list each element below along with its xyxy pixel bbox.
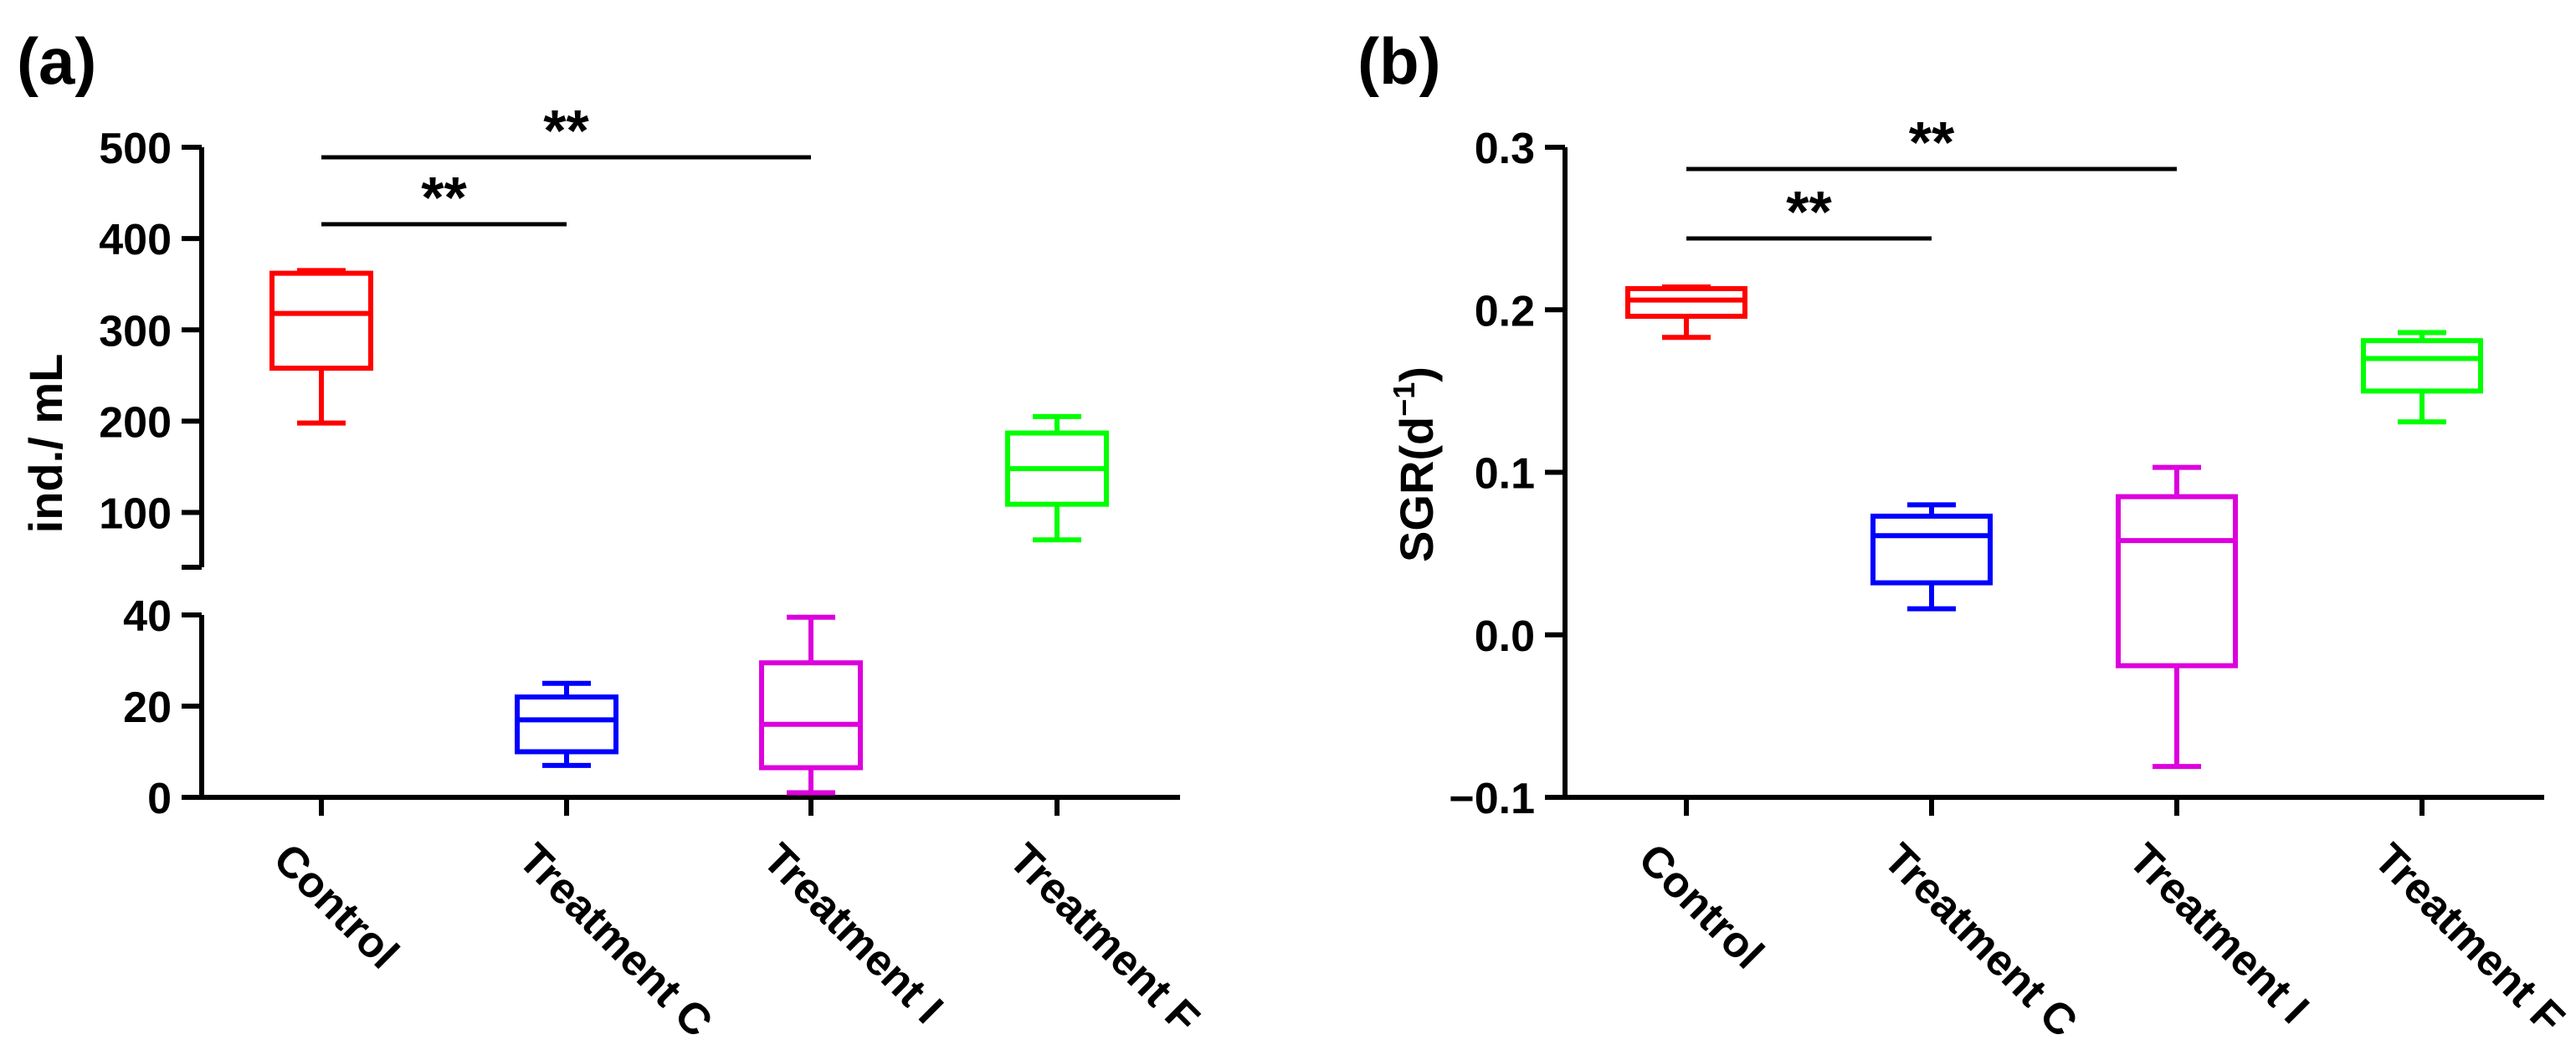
panel-b-y-axis-title-superscript: −1 <box>1387 382 1421 417</box>
panel-a-y-axis-title: ind./ mL <box>19 354 72 534</box>
box-treatment-f <box>2361 338 2483 394</box>
panel-b-y-tick-label-1: 0.0 <box>1475 612 1535 661</box>
panel-b-y-tick-label-4: 0.3 <box>1475 125 1535 173</box>
x-tick-label-treatment-c: Treatment C <box>1875 834 2087 1046</box>
significance-label-treatment-i: ** <box>543 98 589 163</box>
significance-label-treatment-i: ** <box>1909 110 1955 175</box>
x-tick-label-control: Control <box>264 834 408 978</box>
panel-b-y-axis-title: SGR(d−1) <box>1387 366 1443 562</box>
box-control <box>269 270 373 371</box>
panel-b-y-axis-title-main: SGR(d <box>1390 417 1443 562</box>
panel-a-y-tick-label-200: 200 <box>99 398 172 447</box>
box-treatment-c <box>1870 513 1993 586</box>
panel-a-y-tick-label-0: 0 <box>147 775 172 823</box>
panel-a-y-tick-label-100: 100 <box>99 490 172 539</box>
box-treatment-i <box>2116 494 2238 668</box>
panel-a-y-tick-label-300: 300 <box>99 307 172 356</box>
x-tick-label-treatment-f: Treatment F <box>1000 834 1208 1042</box>
panel-b-y-tick-label-0: −0.1 <box>1449 775 1535 823</box>
panel-b-y-tick-label-2: 0.1 <box>1475 450 1535 499</box>
panel-a-y-tick-label-20: 20 <box>123 684 172 732</box>
panel-a-y-tick-label-40: 40 <box>123 592 172 641</box>
significance-label-treatment-c: ** <box>421 165 467 230</box>
x-tick-label-treatment-c: Treatment C <box>510 834 722 1046</box>
x-tick-label-control: Control <box>1629 834 1773 978</box>
panel-b-chart: −0.10.00.10.20.3****Control Treatment C Tr… <box>1449 110 2573 1047</box>
box-treatment-i <box>759 660 863 771</box>
panel-b-y-tick-label-3: 0.2 <box>1475 287 1535 335</box>
box-treatment-c <box>515 694 618 755</box>
x-tick-label-treatment-i: Treatment I <box>754 834 952 1032</box>
panel-a-label: (a) <box>17 24 96 98</box>
x-tick-label-treatment-f: Treatment F <box>2365 834 2573 1042</box>
x-tick-label-treatment-i: Treatment I <box>2120 834 2318 1032</box>
panel-b-y-axis-title-suffix: ) <box>1390 366 1443 382</box>
significance-label-treatment-c: ** <box>1786 179 1832 244</box>
panel-a-chart: 0 20 40 100 200 300 400 500 ** ** Control Treatment… <box>99 98 1208 1047</box>
panel-b-label: (b) <box>1357 24 1441 98</box>
panel-a-y-tick-label-500: 500 <box>99 125 172 173</box>
panel-a-y-tick-label-400: 400 <box>99 216 172 264</box>
